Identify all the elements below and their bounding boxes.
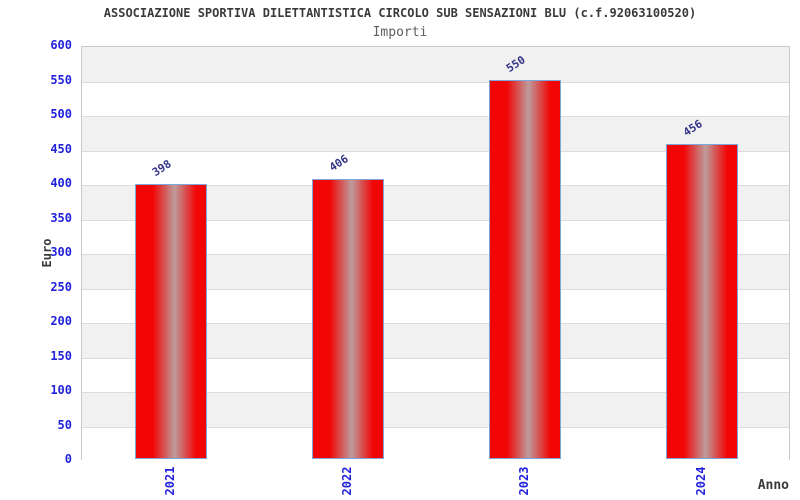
x-axis-title: Anno bbox=[757, 478, 789, 493]
y-tick-label-450: 450 bbox=[50, 141, 72, 156]
plot-area: 398 406 550 456 bbox=[81, 46, 790, 461]
y-tick-label-100: 100 bbox=[50, 383, 72, 397]
grid-band bbox=[82, 47, 789, 82]
y-tick-label-300: 300 bbox=[50, 245, 72, 259]
y-tick-label-400: 400 bbox=[50, 176, 72, 190]
gridline bbox=[82, 82, 789, 83]
y-tick-label-350: 350 bbox=[50, 210, 72, 225]
bar-2022 bbox=[311, 178, 384, 459]
y-tick-label-600: 600 bbox=[50, 38, 72, 52]
gridline bbox=[82, 254, 789, 255]
x-tick-label-2023: 2023 bbox=[517, 466, 532, 496]
grid-band bbox=[82, 81, 789, 116]
gridline bbox=[82, 427, 789, 428]
y-tick-label-250: 250 bbox=[50, 279, 72, 294]
gridline bbox=[82, 358, 789, 359]
y-tick-label-0: 0 bbox=[64, 452, 72, 466]
y-tick-label-500: 500 bbox=[50, 107, 72, 121]
y-tick-label-50: 50 bbox=[57, 417, 72, 432]
bar-2021 bbox=[134, 184, 207, 459]
y-tick-label-150: 150 bbox=[50, 348, 72, 363]
bar-2023 bbox=[489, 79, 562, 459]
chart-subtitle: Importi bbox=[372, 25, 428, 40]
gridline bbox=[82, 392, 789, 393]
bar-2024 bbox=[666, 144, 739, 459]
gridline bbox=[82, 323, 789, 324]
gridline bbox=[82, 116, 789, 117]
x-tick-label-2024: 2024 bbox=[694, 466, 709, 496]
gridline bbox=[82, 289, 789, 290]
y-tick-label-550: 550 bbox=[50, 72, 72, 87]
x-tick-label-2021: 2021 bbox=[162, 466, 177, 496]
gridline bbox=[82, 220, 789, 221]
gridline bbox=[82, 185, 789, 186]
chart-title: ASSOCIAZIONE SPORTIVA DILETTANTISTICA CI… bbox=[103, 6, 697, 20]
gridline bbox=[82, 151, 789, 152]
x-tick-label-2022: 2022 bbox=[339, 466, 354, 496]
y-tick-label-200: 200 bbox=[50, 314, 72, 328]
